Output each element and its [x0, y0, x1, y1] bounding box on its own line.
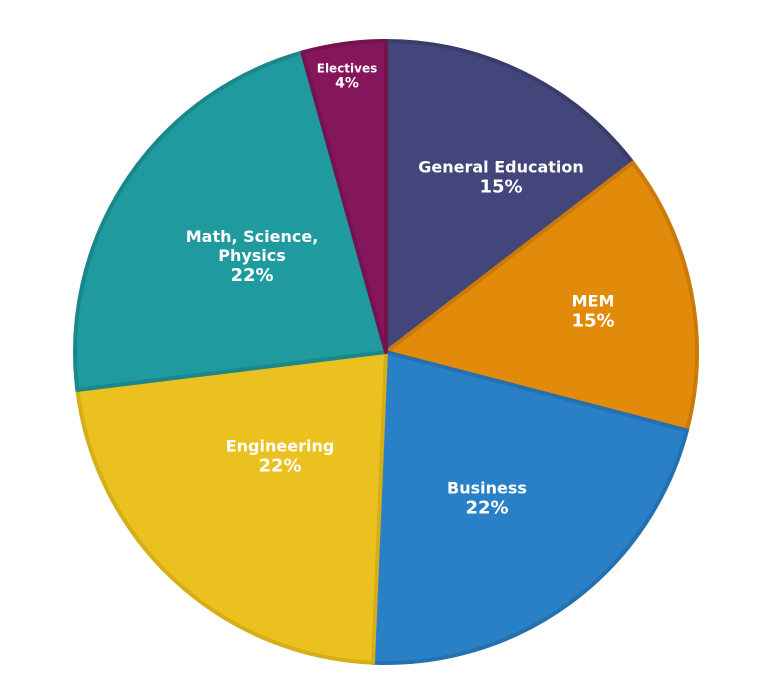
slice-name: Math, Science, — [185, 227, 319, 247]
label-math-science-physics: Math, Science, Physics 22% — [186, 227, 319, 287]
slice-percent: 15% — [479, 176, 523, 198]
pie-slice-general-education — [384, 39, 635, 354]
slice-name: Electives — [316, 61, 378, 76]
pie-slice-electives — [300, 39, 388, 354]
slice-percent: 4% — [335, 75, 359, 92]
label-mem: MEM 15% — [571, 292, 614, 333]
label-electives: Electives 4% — [317, 61, 378, 92]
slice-name: MEM — [571, 291, 615, 311]
label-engineering: Engineering 22% — [226, 437, 335, 478]
slice-name: Engineering — [225, 436, 335, 456]
pie-slice-engineering — [75, 350, 388, 665]
slice-name-2: Physics — [218, 246, 286, 266]
pie-slice-mem — [384, 160, 699, 433]
slice-percent: 22% — [465, 497, 509, 519]
slice-name: General Education — [418, 157, 584, 177]
slice-percent: 22% — [258, 455, 302, 477]
pie-slice-business — [370, 350, 689, 665]
pie-slice-math-science-physics — [73, 50, 388, 392]
label-general-education: General Education 15% — [418, 158, 584, 199]
slice-percent: 22% — [230, 265, 274, 287]
slice-name: Business — [447, 478, 527, 498]
label-business: Business 22% — [447, 479, 527, 520]
slice-percent: 15% — [571, 310, 615, 332]
